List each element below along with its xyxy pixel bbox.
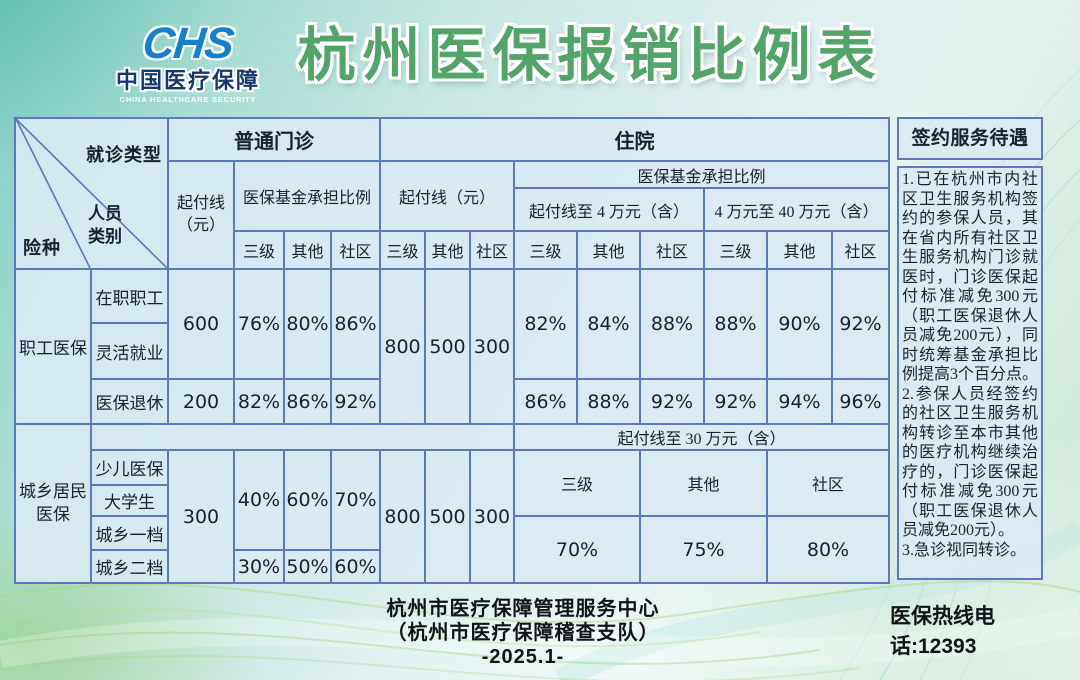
res-outpatient-tier3-main: 40% (233, 449, 285, 551)
signed-service-column: 签约服务待遇 1.已在杭州市内社区卫生服务机构签约的参保人员，其在省内所有社区卫… (897, 117, 1043, 580)
res-inpatient-header-other: 其他 (639, 449, 768, 517)
res-inpatient-deductible-tier3: 800 (379, 449, 426, 584)
person-tier1-label: 城乡一档 (90, 515, 169, 551)
person-active-label: 在职职工 (90, 268, 169, 324)
emp-outpatient-deductible-retired: 200 (167, 378, 235, 425)
emp-inpatient-seg2-community-retired: 96% (831, 378, 890, 425)
emp-inpatient-seg2-community-active: 92% (831, 268, 890, 380)
person-child-label: 少儿医保 (90, 449, 169, 486)
corner-cell: 就诊类型 人员 类别 险种 (14, 117, 169, 270)
footer-org-sub: （杭州市医疗保障稽查支队） (386, 622, 660, 644)
emp-inpatient-seg2-tier3-active: 88% (703, 268, 768, 380)
res-outpatient-other-main: 60% (283, 449, 332, 551)
emp-outpatient-tier3-active: 76% (233, 268, 285, 380)
header-inpatient: 住院 (379, 117, 890, 162)
emp-inpatient-seg1-tier3-active: 82% (513, 268, 578, 380)
chs-logo-acronym: CHS (140, 19, 236, 68)
person-tier2-label: 城乡二档 (90, 549, 169, 584)
subheader-inpatient-deductible-tier3: 三级 (379, 230, 426, 270)
emp-inpatient-seg2-other-active: 90% (766, 268, 833, 380)
header-inpatient-deductible: 起付线（元） (379, 160, 515, 232)
band-empty-cell (90, 423, 515, 451)
subheader-seg2-community: 社区 (831, 230, 890, 270)
header-outpatient-fund-ratio: 医保基金承担比例 (233, 160, 381, 232)
emp-inpatient-seg1-community-retired: 92% (639, 378, 705, 425)
emp-outpatient-tier3-retired: 82% (233, 378, 285, 425)
emp-outpatient-deductible-active: 600 (167, 268, 235, 380)
corner-insurance-type-label: 险种 (23, 238, 61, 258)
chs-logo: CHS 中国医疗保障 CHINA HEALTHCARE SECURITY (110, 19, 266, 105)
res-inpatient-value-community: 80% (766, 515, 890, 584)
emp-outpatient-community-retired: 92% (330, 378, 381, 425)
emp-inpatient-seg2-other-retired: 94% (766, 378, 833, 425)
subheader-seg2-other: 其他 (766, 230, 833, 270)
header-segment-0-30: 起付线至 30 万元（含） (513, 423, 890, 451)
subheader-inpatient-deductible-other: 其他 (424, 230, 471, 270)
reimbursement-table: 就诊类型 人员 类别 险种 普通门诊 住院 起付线 （元） 医保基金承担比例 起… (14, 117, 890, 584)
footer-org-name: 杭州市医疗保障管理服务中心 (386, 598, 660, 620)
emp-inpatient-seg1-tier3-retired: 86% (513, 378, 578, 425)
emp-outpatient-other-retired: 86% (283, 378, 332, 425)
subheader-seg1-community: 社区 (639, 230, 705, 270)
person-retired-label: 医保退休 (90, 378, 169, 425)
res-inpatient-value-other: 75% (639, 515, 768, 584)
header-outpatient-deductible: 起付线 （元） (167, 160, 235, 270)
emp-inpatient-deductible-community: 300 (469, 268, 515, 425)
person-student-label: 大学生 (90, 484, 169, 517)
res-inpatient-header-community: 社区 (766, 449, 890, 517)
res-outpatient-community-main: 70% (330, 449, 381, 551)
emp-inpatient-seg1-other-retired: 88% (576, 378, 641, 425)
corner-visit-type-label: 就诊类型 (86, 145, 162, 165)
header-segment-4-40: 4 万元至 40 万元（含） (703, 187, 890, 232)
emp-inpatient-seg1-other-active: 84% (576, 268, 641, 380)
subheader-seg1-other: 其他 (576, 230, 641, 270)
corner-person-type-label: 人员 类别 (88, 204, 122, 246)
footer-date: -2025.1- (481, 646, 565, 668)
resident-insurance-label: 城乡居民 医保 (14, 423, 92, 584)
emp-outpatient-community-active: 86% (330, 268, 381, 380)
page-title: 杭州医保报销比例表 (297, 23, 883, 88)
res-outpatient-deductible: 300 (167, 449, 235, 584)
subheader-seg2-tier3: 三级 (703, 230, 768, 270)
subheader-outpatient-community: 社区 (330, 230, 381, 270)
emp-inpatient-deductible-other: 500 (424, 268, 471, 425)
corner-diagonal-lines (17, 120, 166, 267)
footer-hotline: 医保热线电话:12393 (890, 605, 995, 658)
subheader-inpatient-deductible-community: 社区 (469, 230, 515, 270)
chs-logo-name-en: CHINA HEALTHCARE SECURITY (119, 95, 257, 105)
res-outpatient-other-tier2: 50% (283, 549, 332, 584)
header-outpatient: 普通门诊 (167, 117, 381, 162)
emp-inpatient-seg1-community-active: 88% (639, 268, 705, 380)
signed-service-title: 签约服务待遇 (897, 117, 1043, 160)
emp-inpatient-deductible-tier3: 800 (379, 268, 426, 425)
subheader-outpatient-other: 其他 (283, 230, 332, 270)
person-flexible-label: 灵活就业 (90, 322, 169, 380)
footer-organization: 杭州市医疗保障管理服务中心 （杭州市医疗保障稽查支队） -2025.1- (342, 597, 704, 669)
header-segment-0-4: 起付线至 4 万元（含） (513, 187, 705, 232)
res-inpatient-deductible-community: 300 (469, 449, 515, 584)
res-outpatient-tier3-tier2: 30% (233, 549, 285, 584)
chs-logo-name-cn: 中国医疗保障 (115, 68, 260, 93)
res-inpatient-value-tier3: 70% (513, 515, 641, 584)
subheader-seg1-tier3: 三级 (513, 230, 578, 270)
header-inpatient-fund-ratio: 医保基金承担比例 (513, 160, 890, 189)
res-inpatient-deductible-other: 500 (424, 449, 471, 584)
emp-outpatient-other-active: 80% (283, 268, 332, 380)
emp-inpatient-seg2-tier3-retired: 92% (703, 378, 768, 425)
res-outpatient-community-tier2: 60% (330, 549, 381, 584)
res-inpatient-header-tier3: 三级 (513, 449, 641, 517)
signed-service-notes: 1.已在杭州市内社区卫生服务机构签约的参保人员，其在省内所有社区卫生服务机构门诊… (897, 166, 1043, 580)
subheader-outpatient-tier3: 三级 (233, 230, 285, 270)
employee-insurance-label: 职工医保 (14, 268, 92, 425)
